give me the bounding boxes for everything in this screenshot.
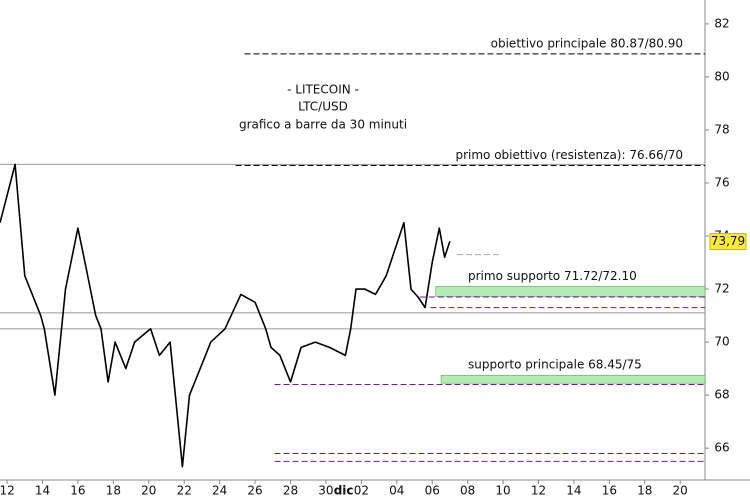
y-tick-label: 82: [714, 16, 729, 30]
month-label: dic: [334, 484, 354, 498]
x-tick-label: 30: [318, 484, 333, 498]
x-tick-label: 14: [566, 484, 581, 498]
x-tick-label: 12: [0, 484, 15, 498]
title-line: grafico a barre da 30 minuti: [239, 118, 407, 132]
y-tick-label: 68: [714, 388, 729, 402]
support-band: [435, 286, 706, 297]
x-tick-label: 04: [389, 484, 404, 498]
last-price-label: 73,79: [711, 234, 745, 248]
x-tick-label: 26: [247, 484, 262, 498]
band-label: supporto principale 68.45/75: [468, 358, 642, 372]
x-tick-label: 28: [283, 484, 298, 498]
price-line: [0, 163, 451, 468]
x-tick-label: 18: [106, 484, 121, 498]
y-tick-label: 66: [714, 441, 729, 455]
support-band: [440, 374, 706, 384]
title-line: - LITECOIN -: [287, 83, 359, 97]
x-tick-label: 24: [212, 484, 227, 498]
band-label: primo supporto 71.72/72.10: [468, 269, 637, 283]
x-tick-label: 16: [602, 484, 617, 498]
x-tick-label: 10: [495, 484, 510, 498]
y-tick-label: 76: [714, 175, 729, 189]
x-tick-label: 08: [460, 484, 475, 498]
y-tick-label: 72: [714, 282, 729, 296]
x-tick-label: 16: [70, 484, 85, 498]
y-tick-label: 80: [714, 69, 729, 83]
last-price-box: [709, 233, 747, 251]
x-tick-label: 20: [673, 484, 688, 498]
x-tick-label: 14: [35, 484, 50, 498]
y-tick-label: 78: [714, 122, 729, 136]
level-label: primo obiettivo (resistenza): 76.66/70: [455, 148, 683, 162]
y-tick-label: 70: [714, 335, 729, 349]
x-tick-label: 12: [531, 484, 546, 498]
x-tick-label: 22: [177, 484, 192, 498]
x-tick-label: 02: [354, 484, 369, 498]
x-tick-label: 06: [425, 484, 440, 498]
title-line: LTC/USD: [298, 100, 348, 114]
x-tick-label: 20: [141, 484, 156, 498]
x-tick-label: 18: [637, 484, 652, 498]
level-label: obiettivo principale 80.87/80.90: [491, 36, 683, 50]
